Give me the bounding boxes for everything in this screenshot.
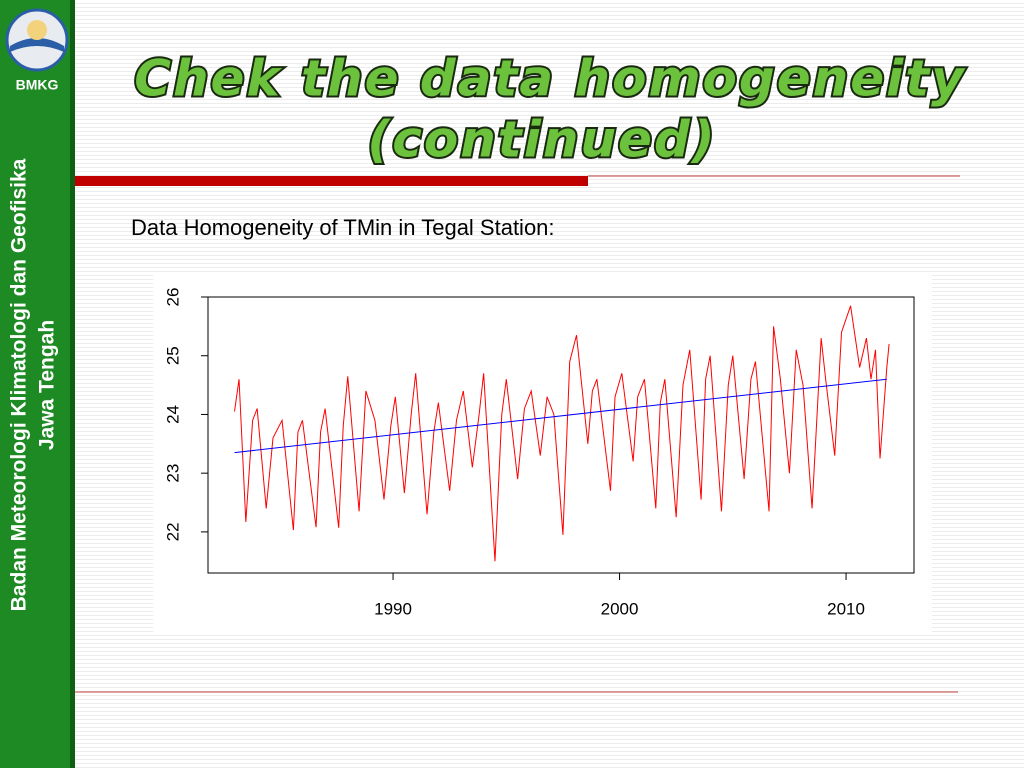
title-line: Chek the data homogeneity bbox=[134, 50, 966, 108]
y-tick-label: 23 bbox=[163, 464, 182, 483]
subtitle: Data Homogeneity of TMin in Tegal Statio… bbox=[131, 215, 555, 240]
y-tick-label: 25 bbox=[163, 346, 182, 365]
logo-sun bbox=[27, 20, 47, 40]
plot-frame bbox=[207, 296, 915, 574]
y-tick-label: 22 bbox=[163, 522, 182, 541]
title-line: (continued) bbox=[367, 111, 716, 169]
logo-text: BMKG bbox=[16, 77, 59, 93]
org-name: Badan Meteorologi Klimatologi dan Geofis… bbox=[8, 158, 31, 611]
line-series bbox=[234, 305, 890, 562]
x-tick-label: 2010 bbox=[827, 599, 865, 618]
sidebar bbox=[0, 0, 75, 768]
region: Jawa Tengah bbox=[36, 320, 59, 450]
x-tick-label: 1990 bbox=[374, 599, 412, 618]
sidebar-edge bbox=[70, 0, 75, 768]
y-tick-label: 24 bbox=[163, 405, 182, 424]
logo-wave bbox=[10, 38, 64, 52]
line-series bbox=[234, 378, 887, 454]
x-tick-label: 2000 bbox=[601, 599, 639, 618]
chart-area bbox=[153, 272, 932, 632]
title-bar bbox=[75, 176, 588, 186]
y-tick-label: 26 bbox=[163, 288, 182, 307]
